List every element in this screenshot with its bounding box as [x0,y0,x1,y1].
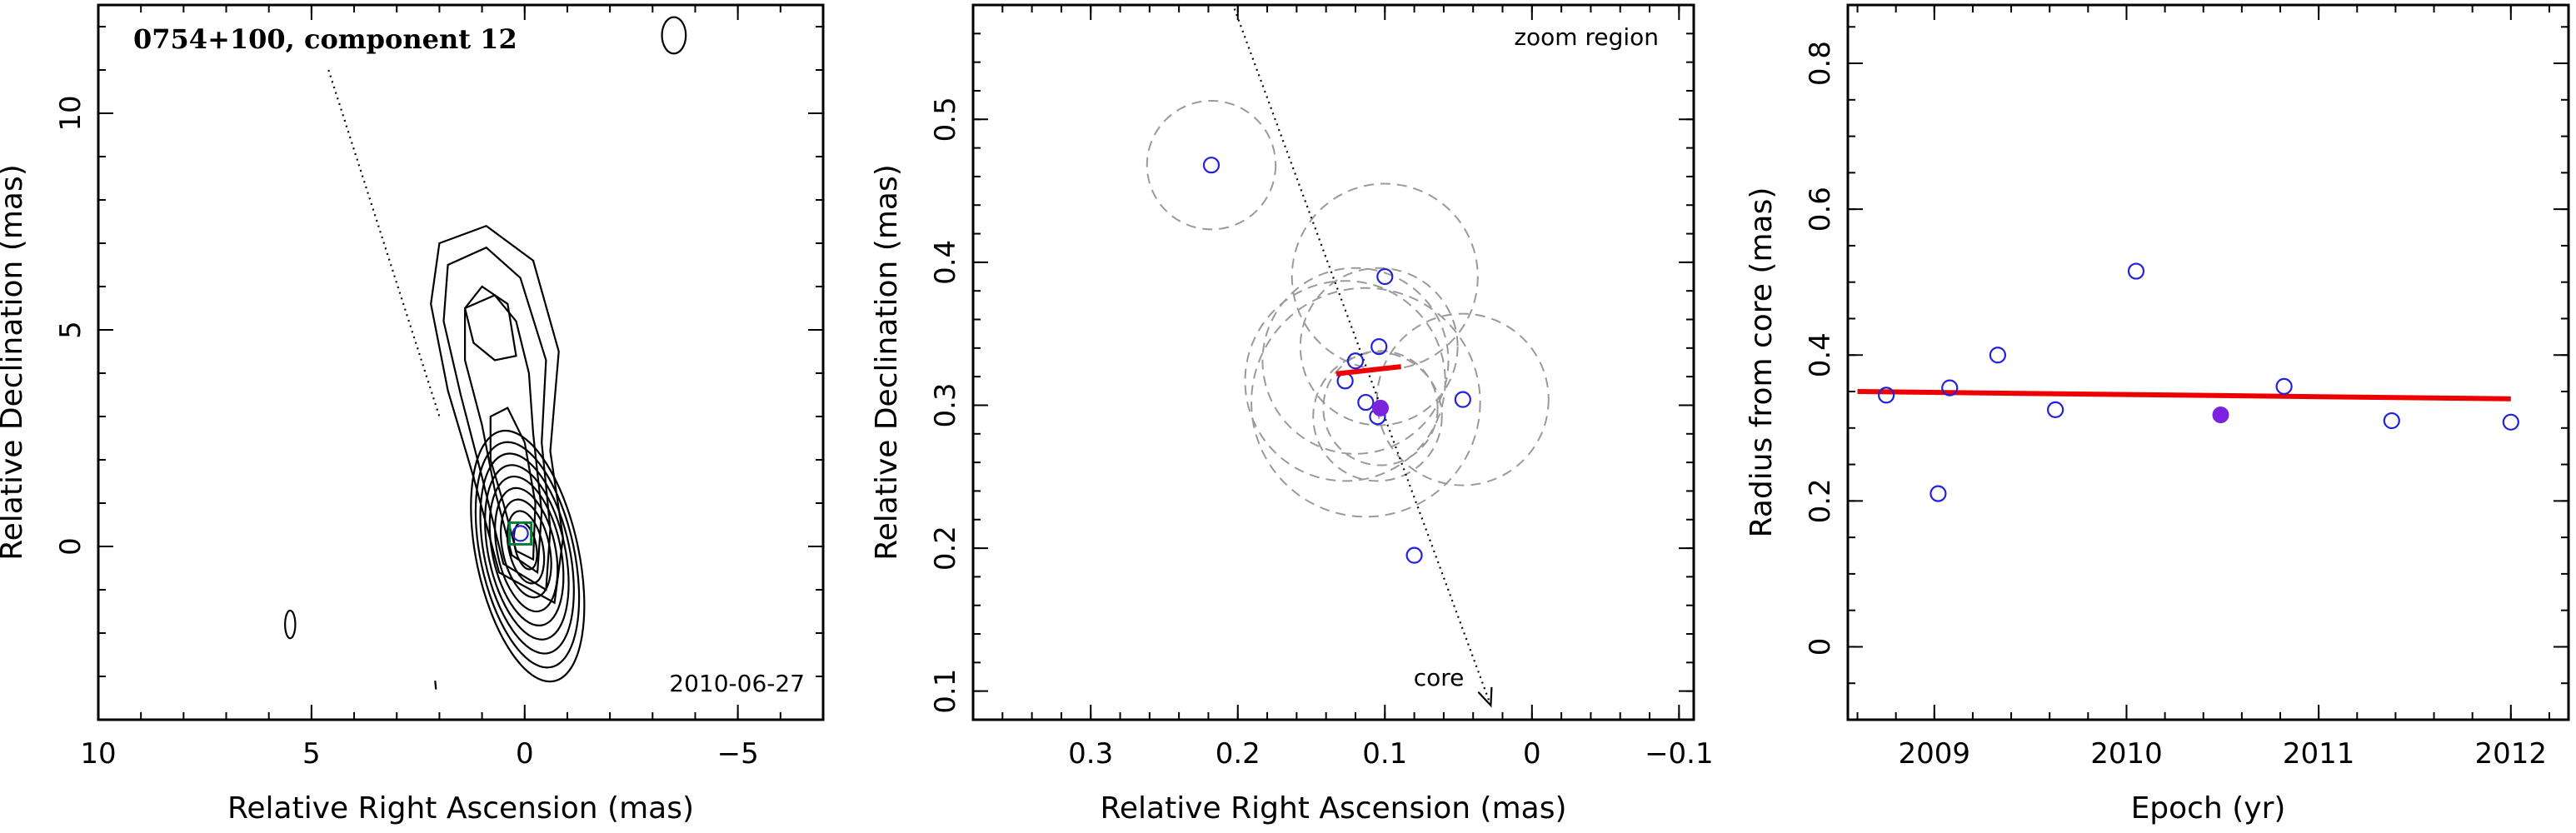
radius-point [2047,401,2064,419]
x-tick-label: 0 [1523,737,1541,771]
direction-line [1231,5,1492,706]
y-tick-label: 0 [54,537,87,556]
component-marker [512,525,529,542]
position-point [1376,267,1394,286]
panel-radius-vs-epoch: 2009 2010 2011 2012 0 0.2 0.4 0.6 0.8 Epoch (yr)… [1745,3,2570,826]
component-box [508,521,533,546]
radius-point [1941,379,1959,397]
y-tick-label: 0.6 [1804,187,1837,232]
y-tick-label: 0.1 [929,669,962,714]
y-tick-label: 0.4 [1804,332,1837,377]
error-circle [1299,267,1459,426]
radius-point [2127,262,2145,280]
radius-point [2383,412,2400,430]
y-tick-label: 0.2 [929,526,962,571]
error-circle [1312,351,1443,482]
core-contour [474,441,581,669]
jet-contour [430,224,564,605]
contour-map-content [284,16,687,690]
trend-line [1335,364,1402,377]
y-tick-label: 0.5 [929,97,962,142]
core-label: core [1414,664,1465,691]
radius-point [1930,485,1947,502]
trend-line [1857,389,2511,402]
x-tick-label: 0 [516,737,534,771]
jet-contour [464,294,543,575]
x-tick-label: 2011 [2283,737,2355,771]
contour-map-y-axis-label: Relative Declination (mas) [0,164,29,561]
jet-contour [463,285,517,362]
error-circle [1290,182,1479,371]
zoom-region-annotation: zoom region [1514,23,1659,51]
radius-point [1989,347,2007,364]
position-point [1454,391,1471,408]
position-point [1357,393,1375,412]
core-contour [470,429,586,683]
zoom-region-content [1146,5,1550,708]
direction-arrowhead [1477,686,1493,708]
y-tick-label: 5 [54,321,87,339]
jet-contour [442,246,552,591]
core-contour [494,486,559,613]
zoom-region-x-axis-label: Relative Right Ascension (mas) [1100,791,1566,826]
highlight-point [2212,407,2229,424]
contour-map-title: 0754+100, component 12 [133,23,517,55]
panel-zoom-region: 0.3 0.2 0.1 0 −0.1 0.1 0.2 0.3 0.4 0.5 zoom regio… [870,3,1714,826]
error-circle [1251,287,1481,518]
core-contour [488,475,565,626]
y-tick-label: 10 [54,95,87,131]
y-tick-label: 0.2 [1804,478,1837,523]
x-tick-label: 0.1 [1362,737,1407,771]
position-point [1370,338,1388,356]
radius-vs-epoch-content [1857,262,2519,502]
error-circle [1244,280,1446,482]
direction-line [327,69,441,417]
contour-map-frame [97,3,825,721]
y-tick-label: 0.3 [929,382,962,427]
error-circle [1261,267,1450,455]
y-tick-label: 0.8 [1804,41,1837,86]
x-tick-label: 10 [80,737,116,771]
zoom-region-ticks: 0.3 0.2 0.1 0 −0.1 0.1 0.2 0.3 0.4 0.5 [929,4,1714,771]
x-tick-label: 0.3 [1068,737,1113,771]
zoom-region-frame [971,3,1695,721]
radius-point [2275,377,2293,395]
x-tick-label: 5 [302,737,321,771]
radius-vs-epoch-x-axis-label: Epoch (yr) [2131,791,2286,826]
position-point [1202,157,1221,174]
error-circle [1322,350,1439,466]
contour-map-x-axis-label: Relative Right Ascension (mas) [227,791,694,826]
position-point [1346,352,1365,370]
isolated-contour [434,681,437,690]
core-contour [506,510,546,585]
zoom-region-y-axis-label: Relative Declination (mas) [870,164,904,561]
x-tick-label: −5 [717,737,759,771]
isolated-contour [284,609,297,640]
highlight-point [1371,399,1389,416]
x-tick-label: 2012 [2475,737,2548,771]
core-contour [484,464,570,641]
core-contour [479,452,575,655]
radius-vs-epoch-ticks: 2009 2010 2011 2012 0 0.2 0.4 0.6 0.8 [1804,5,2569,771]
x-tick-label: 2010 [2090,737,2163,771]
isolated-contour [661,16,687,55]
jet-contour [489,407,537,561]
panel-contour-map: 10 5 0 −5 0 5 10 0754+100, component 12 2010-0… [0,3,825,826]
radius-vs-epoch-y-axis-label: Radius from core (mas) [1745,187,1779,538]
x-tick-label: 0.2 [1216,737,1261,771]
x-tick-label: −0.1 [1645,737,1714,771]
radius-point [1878,387,1895,404]
position-point [1405,546,1423,564]
radius-vs-epoch-frame [1846,3,2570,721]
error-circle [1146,99,1277,231]
x-tick-label: 2009 [1899,737,1971,771]
y-tick-label: 0.4 [929,240,962,285]
y-tick-label: 0 [1804,638,1837,656]
contour-map-ticks: 10 5 0 −5 0 5 10 [54,5,824,771]
error-circle [1375,312,1550,486]
radius-point [2502,413,2519,431]
contour-map-epoch-label: 2010-06-27 [669,670,805,697]
